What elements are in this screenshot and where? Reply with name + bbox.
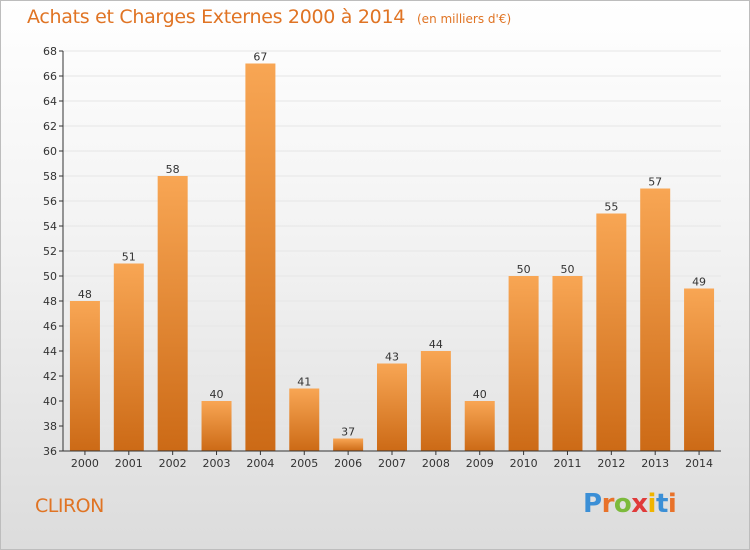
bar-2007	[377, 363, 407, 451]
data-label-2010: 50	[517, 263, 531, 276]
data-label-2013: 57	[648, 176, 662, 189]
x-tick-label: 2002	[159, 457, 187, 470]
bar-2012	[596, 213, 627, 451]
logo-letter: i	[647, 489, 657, 519]
x-tick-label: 2012	[597, 457, 625, 470]
y-tick-label: 42	[43, 370, 57, 383]
proxiti-logo[interactable]: Proxiti	[583, 489, 677, 519]
logo-letter: x	[631, 489, 648, 519]
y-tick-label: 56	[43, 195, 57, 208]
data-label-2005: 41	[297, 376, 311, 389]
data-label-2001: 51	[122, 251, 136, 264]
data-labels: 48 51 58 40 67 41 37 43 44 40 50 50 55 57 49	[78, 51, 706, 439]
bar-2013	[640, 188, 671, 451]
data-label-2006: 37	[341, 426, 355, 439]
bar-2014	[684, 288, 715, 451]
y-tick-label: 54	[43, 220, 57, 233]
x-tick-label: 2001	[115, 457, 143, 470]
y-tick-label: 66	[43, 70, 57, 83]
bar-2003	[201, 401, 232, 451]
x-tick-label: 2006	[334, 457, 362, 470]
y-tick-label: 38	[43, 420, 57, 433]
data-label-2004: 67	[253, 51, 267, 64]
x-tick-label: 2009	[466, 457, 494, 470]
x-tick-label: 2007	[378, 457, 406, 470]
x-tick-label: 2004	[246, 457, 274, 470]
y-tick-label: 36	[43, 445, 57, 458]
y-tick-label: 46	[43, 320, 57, 333]
x-tick-label: 2014	[685, 457, 713, 470]
y-tick-label: 58	[43, 170, 57, 183]
y-tick-label: 52	[43, 245, 57, 258]
bar-2001	[113, 263, 144, 451]
bars	[69, 63, 715, 451]
data-label-2007: 43	[385, 351, 399, 364]
y-tick-label: 48	[43, 295, 57, 308]
bar-2006	[333, 438, 364, 451]
logo-letter: P	[583, 489, 602, 519]
data-label-2008: 44	[429, 338, 443, 351]
bar-2002	[157, 176, 188, 451]
data-label-2002: 58	[166, 163, 180, 176]
data-label-2000: 48	[78, 288, 92, 301]
data-label-2009: 40	[473, 388, 487, 401]
bar-2008	[420, 351, 451, 451]
bar-2009	[464, 401, 495, 451]
y-tick-label: 60	[43, 145, 57, 158]
data-label-2003: 40	[210, 388, 224, 401]
data-label-2011: 50	[560, 263, 574, 276]
y-tick-label: 40	[43, 395, 57, 408]
y-tick-label: 50	[43, 270, 57, 283]
y-tick-label: 44	[43, 345, 57, 358]
bar-2005	[289, 388, 320, 451]
data-label-2014: 49	[692, 276, 706, 289]
x-tick-label: 2013	[641, 457, 669, 470]
x-tick-label: 2010	[510, 457, 538, 470]
x-tick-label: 2005	[290, 457, 318, 470]
logo-letter: r	[601, 489, 615, 519]
data-label-2012: 55	[604, 201, 618, 214]
chart-subtitle: (en milliers d'€)	[417, 12, 512, 26]
x-tick-label: 2003	[203, 457, 231, 470]
bar-2010	[508, 276, 539, 451]
commune-name: CLIRON	[35, 495, 104, 517]
y-tick-label: 62	[43, 120, 57, 133]
x-tick-label: 2008	[422, 457, 450, 470]
bar-2004	[245, 63, 276, 451]
x-tick-label: 2000	[71, 457, 99, 470]
chart-title: Achats et Charges Externes 2000 à 2014	[27, 6, 406, 28]
x-tick-label: 2011	[553, 457, 581, 470]
logo-letter: t	[655, 489, 668, 519]
bar-2011	[552, 276, 583, 451]
axes: 36 38 40 42 44 46 48 50 52 54 56 58 60 62 64 66 68 2000 20…	[43, 45, 721, 470]
logo-letter: o	[613, 489, 632, 519]
y-tick-label: 64	[43, 95, 57, 108]
y-tick-label: 68	[43, 45, 57, 58]
logo-letter: i	[667, 489, 677, 519]
bar-2000	[69, 301, 100, 451]
